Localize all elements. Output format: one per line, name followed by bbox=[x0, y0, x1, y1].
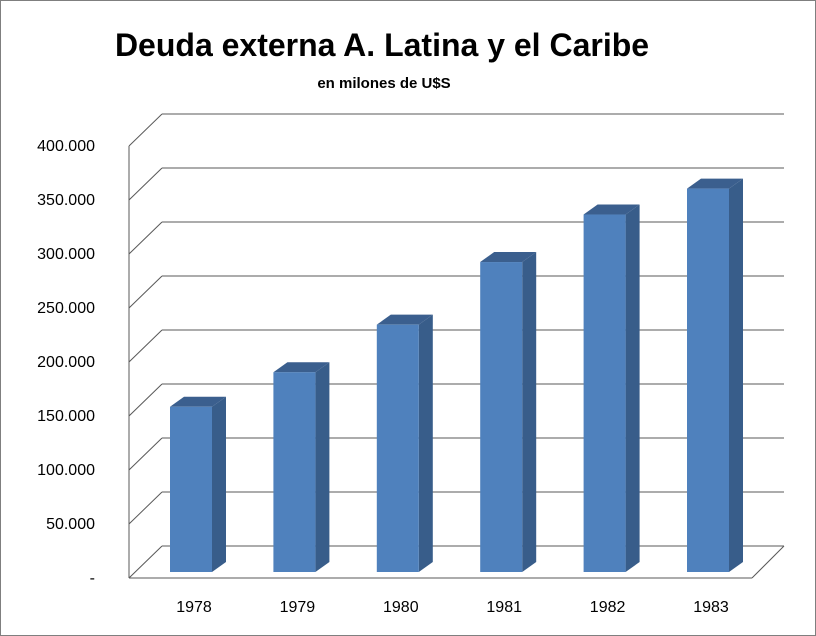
y-tick-label: 100.000 bbox=[37, 462, 95, 479]
x-tick-label: 1981 bbox=[486, 599, 522, 616]
y-tick-label: 50.000 bbox=[46, 516, 95, 533]
bar bbox=[583, 214, 626, 572]
bar-top bbox=[480, 252, 537, 263]
gridline-diagonal bbox=[128, 383, 163, 417]
chart-title: Deuda externa A. Latina y el Caribe bbox=[114, 27, 650, 63]
y-tick-label: 300.000 bbox=[37, 246, 95, 263]
gridline-diagonal bbox=[128, 545, 163, 579]
chart-subtitle: en milones de U$S bbox=[317, 75, 451, 92]
y-tick-label: 350.000 bbox=[37, 192, 95, 209]
floor-right-edge bbox=[751, 545, 785, 579]
y-tick-label: - bbox=[90, 570, 95, 587]
gridline-diagonal bbox=[128, 329, 163, 363]
x-tick-label: 1980 bbox=[383, 599, 419, 616]
bar bbox=[687, 188, 729, 572]
bar-side bbox=[418, 314, 433, 572]
gridline-diagonal bbox=[128, 221, 163, 255]
bar bbox=[480, 262, 523, 572]
gridline-diagonal bbox=[128, 113, 163, 147]
gridline-diagonal bbox=[128, 437, 163, 471]
bar bbox=[170, 406, 212, 572]
x-tick-label: 1983 bbox=[693, 599, 729, 616]
y-tick-label: 400.000 bbox=[37, 138, 95, 155]
bar-top bbox=[273, 362, 330, 373]
bar-side bbox=[522, 252, 537, 573]
bar-top bbox=[170, 396, 226, 407]
y-tick-label: 150.000 bbox=[37, 408, 95, 425]
gridline-diagonal bbox=[128, 167, 163, 201]
gridline-diagonal bbox=[128, 275, 163, 309]
bar-top bbox=[687, 178, 743, 189]
y-tick-label: 250.000 bbox=[37, 300, 95, 317]
bar-top bbox=[376, 314, 433, 325]
bar bbox=[273, 372, 316, 572]
bar-top bbox=[583, 204, 640, 215]
x-tick-label: 1979 bbox=[280, 599, 316, 616]
bar-side bbox=[729, 178, 743, 572]
bar-side bbox=[212, 396, 226, 572]
x-tick-label: 1978 bbox=[176, 599, 212, 616]
y-tick-label: 200.000 bbox=[37, 354, 95, 371]
bar-side bbox=[315, 362, 330, 572]
x-tick-label: 1982 bbox=[590, 599, 626, 616]
gridline-diagonal bbox=[128, 491, 163, 525]
bar bbox=[376, 324, 419, 572]
bar-side bbox=[625, 204, 640, 572]
